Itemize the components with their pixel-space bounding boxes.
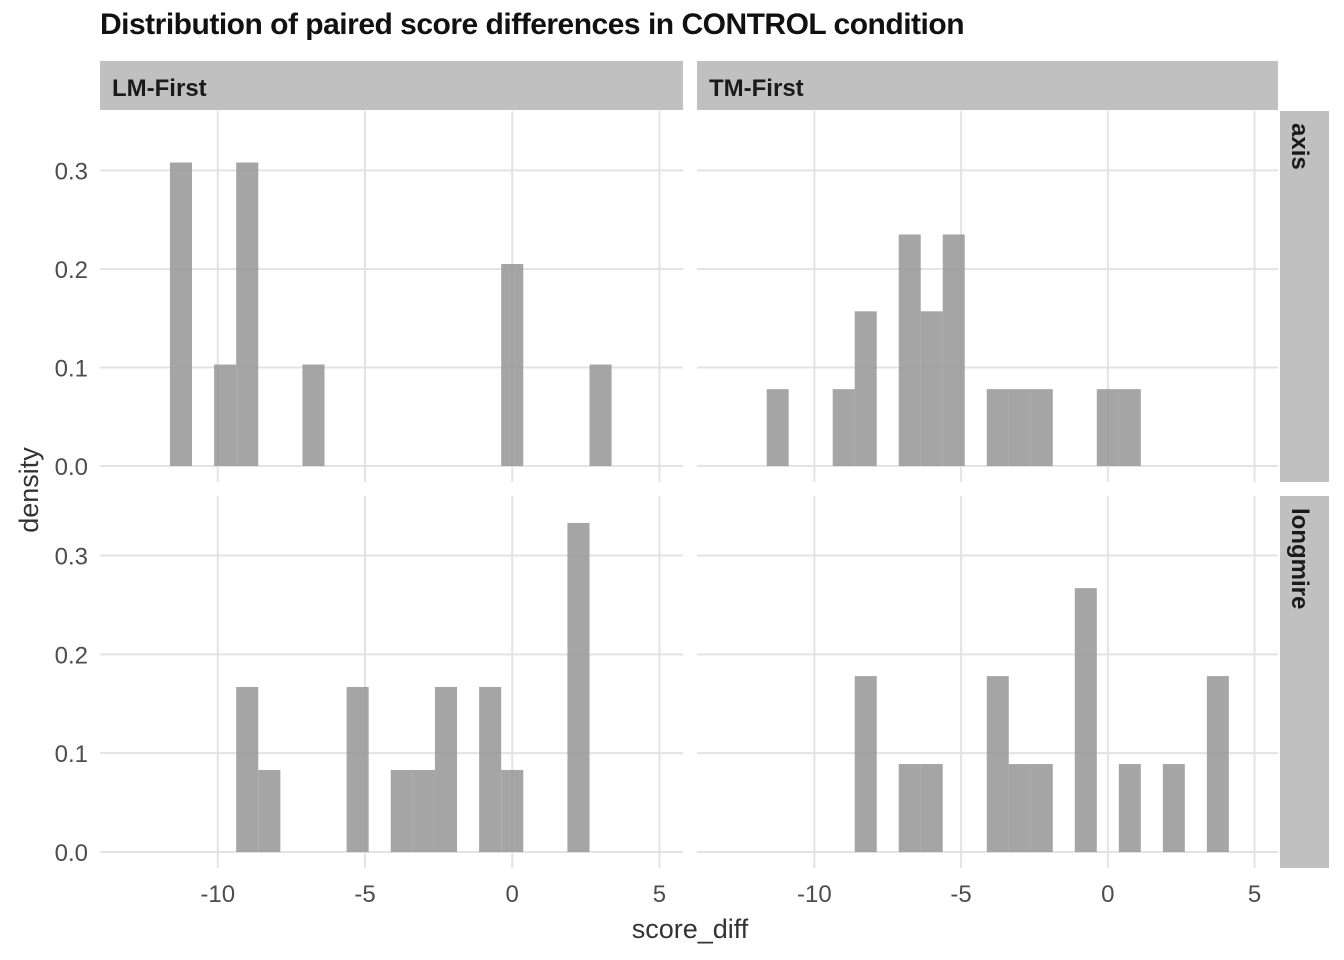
x-tick-label: 5 [1248,881,1261,908]
row-strip-label: axis [1286,123,1313,170]
histogram-bar [390,769,413,852]
y-tick-label: 0.3 [55,158,88,185]
y-tick-label: 0.0 [55,454,88,481]
y-tick-label: 0.1 [55,741,88,768]
histogram-bar [1206,676,1229,852]
histogram-bar [236,162,259,466]
histogram-bar [479,686,502,852]
y-tick-label: 0.3 [55,544,88,571]
y-tick-label: 0.2 [55,257,88,284]
histogram-bar [501,264,524,466]
x-axis-title: score_diff [632,914,749,944]
histogram-bar [302,364,325,466]
histogram-bar [346,686,369,852]
column-strip-label: LM-First [112,75,207,102]
histogram-bar [434,686,458,852]
histogram-bar [766,389,789,466]
histogram-bar [854,676,877,852]
y-axis-title: density [14,447,44,533]
histogram-bar [920,311,943,466]
histogram-bar [986,676,1009,852]
histogram-bar [1162,764,1185,852]
histogram-bar [898,234,921,466]
histogram-bar [589,364,612,466]
histogram-bar [214,364,237,466]
histogram-bar [832,389,855,466]
histogram-bar [1118,764,1141,852]
histogram-bar [942,234,965,466]
bars-tm-first-axis [766,234,1141,466]
bars-lm-first-axis [169,162,612,466]
row-strip-label: longmire [1286,508,1313,609]
histogram-bar [986,389,1009,466]
x-tick-label: 5 [653,881,666,908]
row-strip [1280,496,1329,868]
histogram-bar [258,769,281,852]
y-tick-label: 0.0 [55,840,88,867]
histogram-bar [854,311,877,466]
histogram-bar [898,764,921,852]
histogram-bar [169,162,193,466]
y-tick-label: 0.1 [55,355,88,382]
bars-tm-first-longmire [854,588,1229,852]
x-tick-label: 0 [506,881,519,908]
row-strip [1280,111,1329,482]
column-strip [100,61,683,110]
histogram-bar [1096,389,1119,466]
histogram-bar [501,769,524,852]
x-tick-label: -10 [200,881,235,908]
histogram-bar [1118,389,1141,466]
histogram-bar [567,522,590,852]
bars-lm-first-longmire [236,522,590,852]
histogram-bar [1030,389,1053,466]
x-tick-label: 0 [1101,881,1114,908]
x-tick-label: -5 [354,881,375,908]
x-tick-label: -5 [950,881,971,908]
chart-title: Distribution of paired score differences… [100,8,965,41]
histogram-bar [1008,389,1031,466]
histogram-bar [1074,588,1097,852]
histogram-bar [1030,764,1053,852]
column-strip [697,61,1278,110]
column-strip-label: TM-First [709,75,804,102]
histogram-bar [1008,764,1031,852]
histogram-bar [920,764,943,852]
x-tick-label: -10 [797,881,832,908]
histogram-bar [236,686,259,852]
histogram-bar [412,769,435,852]
y-tick-label: 0.2 [55,642,88,669]
